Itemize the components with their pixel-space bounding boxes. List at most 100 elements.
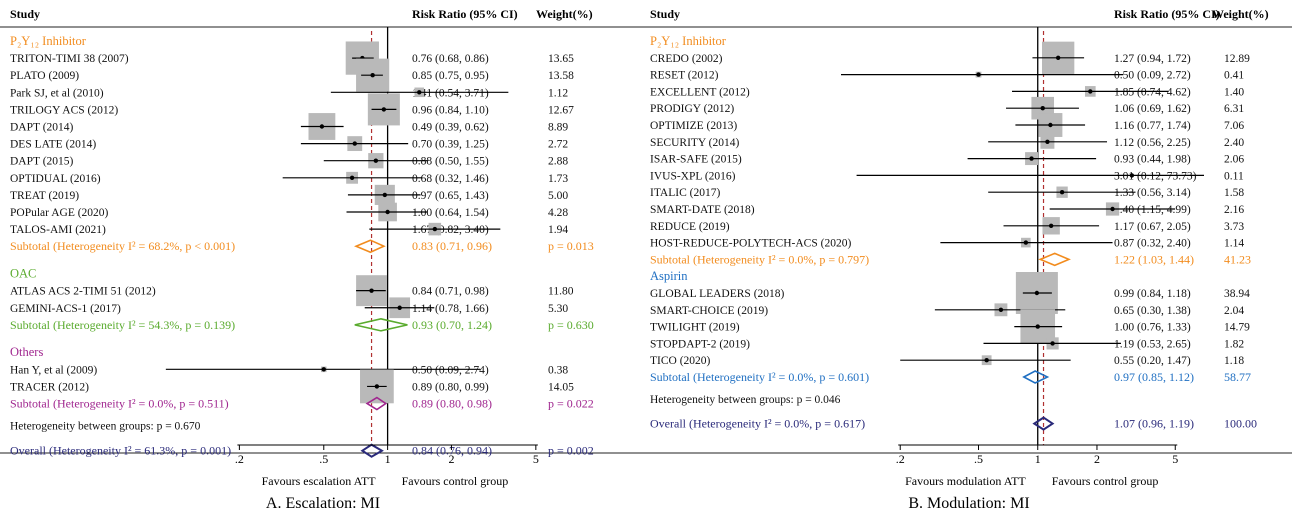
forest-plot-escalation: Study Risk Ratio (95% CI) Weight(%) P₂Y₁₂ I… [0, 0, 646, 518]
study-label: GLOBAL LEADERS (2018) [650, 288, 785, 300]
study-weight: 2.40 [1224, 137, 1244, 149]
study-weight: 3.73 [1224, 221, 1244, 233]
x-tick-label: 5 [533, 452, 539, 466]
header-weight: Weight(%) [1212, 7, 1269, 21]
header-study: Study [10, 7, 40, 21]
favours-right-label: Favours control group [1052, 474, 1159, 488]
point-estimate [350, 176, 354, 180]
risk-ratio-ci: 0.65 (0.30, 1.38) [1114, 305, 1191, 317]
risk-ratio-ci: 0.87 (0.32, 2.40) [1114, 238, 1191, 250]
risk-ratio-ci: 0.50 (0.09, 2.74) [412, 364, 489, 376]
point-estimate [976, 72, 980, 76]
study-weight: 1.94 [548, 224, 568, 236]
study-label: TWILIGHT (2019) [650, 322, 740, 334]
point-estimate [1048, 123, 1052, 127]
study-label: PLATO (2009) [10, 70, 79, 82]
overall-diamond [362, 445, 382, 457]
risk-ratio-ci: 1.33 (0.56, 3.14) [1114, 187, 1191, 199]
study-label: TREAT (2019) [10, 190, 79, 202]
subtotal-risk-ratio-ci: 0.89 (0.80, 0.98) [412, 397, 492, 411]
x-tick-label: .5 [974, 452, 983, 466]
risk-ratio-ci: 1.06 (0.69, 1.62) [1114, 103, 1191, 115]
point-estimate [1088, 89, 1092, 93]
header-weight: Weight(%) [536, 7, 593, 21]
subtotal-weight: 58.77 [1224, 370, 1251, 384]
study-label: TICO (2020) [650, 355, 711, 367]
x-tick-label: .5 [319, 452, 328, 466]
subgroup-heading: OAC [10, 267, 36, 281]
risk-ratio-ci: 0.99 (0.84, 1.18) [1114, 288, 1191, 300]
panel-title: A. Escalation: MI [266, 495, 380, 512]
point-estimate [1110, 207, 1114, 211]
study-label: PRODIGY (2012) [650, 103, 734, 115]
x-tick-label: 5 [1172, 452, 1178, 466]
study-weight: 1.40 [1224, 86, 1244, 98]
study-label: ISAR-SAFE (2015) [650, 154, 742, 166]
subtotal-label: Subtotal (Heterogeneity I² = 0.0%, p = 0… [650, 252, 869, 266]
point-estimate [984, 358, 988, 362]
study-weight: 14.05 [548, 381, 574, 393]
subtotal-weight: p = 0.022 [548, 397, 594, 411]
study-label: IVUS-XPL (2016) [650, 170, 736, 182]
study-weight: 1.14 [1224, 238, 1244, 250]
study-label: DES LATE (2014) [10, 139, 96, 151]
subgroup-heading: P₂Y₁₂ Inhibitor [10, 34, 87, 48]
risk-ratio-ci: 0.84 (0.71, 0.98) [412, 286, 489, 298]
risk-ratio-ci: 1.67 (0.82, 3.40) [412, 224, 489, 236]
x-tick-label: .2 [896, 452, 905, 466]
risk-ratio-ci: 2.40 (1.15, 4.99) [1114, 204, 1191, 216]
study-label: ATLAS ACS 2-TIMI 51 (2012) [10, 286, 156, 298]
study-weight: 1.73 [548, 173, 568, 185]
risk-ratio-ci: 3.01 (0.12, 73.73) [1114, 170, 1197, 182]
study-weight: 1.82 [1224, 338, 1244, 350]
panel-title: B. Modulation: MI [908, 495, 1029, 512]
study-weight: 1.12 [548, 87, 568, 99]
x-tick-label: 2 [1094, 452, 1100, 466]
study-label: POPular AGE (2020) [10, 207, 109, 219]
risk-ratio-ci: 1.27 (0.94, 1.72) [1114, 53, 1191, 65]
subgroup-heading: P₂Y₁₂ Inhibitor [650, 34, 727, 48]
study-weight: 0.38 [548, 364, 568, 376]
header-risk-ratio: Risk Ratio (95% CI) [412, 7, 518, 21]
point-estimate [375, 384, 379, 388]
study-weight: 12.67 [548, 104, 574, 116]
risk-ratio-ci: 0.97 (0.65, 1.43) [412, 190, 489, 202]
subtotal-weight: p = 0.630 [548, 318, 594, 332]
study-label: SMART-CHOICE (2019) [650, 305, 768, 317]
study-weight: 2.04 [1224, 305, 1244, 317]
risk-ratio-ci: 1.14 (0.78, 1.66) [412, 303, 489, 315]
study-label: CREDO (2002) [650, 53, 723, 65]
overall-risk-ratio-ci: 1.07 (0.96, 1.19) [1114, 417, 1194, 431]
risk-ratio-ci: 0.85 (0.75, 0.95) [412, 70, 489, 82]
point-estimate [1060, 190, 1064, 194]
study-label: DAPT (2014) [10, 122, 74, 134]
forest-plot-modulation: Study Risk Ratio (95% CI) Weight(%) P₂Y₁₂ I… [646, 0, 1292, 518]
point-estimate [1035, 291, 1039, 295]
forest-plot-escalation-svg: Study Risk Ratio (95% CI) Weight(%) P₂Y₁₂ I… [0, 0, 646, 518]
x-tick-label: .2 [235, 452, 244, 466]
study-weight: 5.30 [548, 303, 568, 315]
study-label: TRACER (2012) [10, 381, 89, 393]
risk-ratio-ci: 0.70 (0.39, 1.25) [412, 139, 489, 151]
subgroup-heading: Aspirin [650, 269, 688, 283]
study-weight: 0.41 [1224, 70, 1244, 82]
point-estimate [397, 306, 401, 310]
risk-ratio-ci: 0.89 (0.80, 0.99) [412, 381, 489, 393]
study-weight: 1.18 [1224, 355, 1244, 367]
study-label: GEMINI-ACS-1 (2017) [10, 303, 121, 315]
point-estimate [999, 308, 1003, 312]
subtotal-risk-ratio-ci: 0.93 (0.70, 1.24) [412, 318, 492, 332]
study-label: OPTIMIZE (2013) [650, 120, 737, 132]
overall-label: Overall (Heterogeneity I² = 0.0%, p = 0.… [650, 417, 865, 431]
risk-ratio-ci: 1.17 (0.67, 2.05) [1114, 221, 1191, 233]
study-weight: 7.06 [1224, 120, 1244, 132]
point-estimate [382, 107, 386, 111]
study-weight: 2.88 [548, 156, 568, 168]
study-weight: 14.79 [1224, 322, 1250, 334]
risk-ratio-ci: 1.19 (0.53, 2.65) [1114, 338, 1191, 350]
point-estimate [1130, 173, 1134, 177]
study-weight: 2.72 [548, 139, 568, 151]
point-estimate [385, 210, 389, 214]
subtotal-diamond [1040, 253, 1069, 265]
subtotal-weight: 41.23 [1224, 252, 1251, 266]
